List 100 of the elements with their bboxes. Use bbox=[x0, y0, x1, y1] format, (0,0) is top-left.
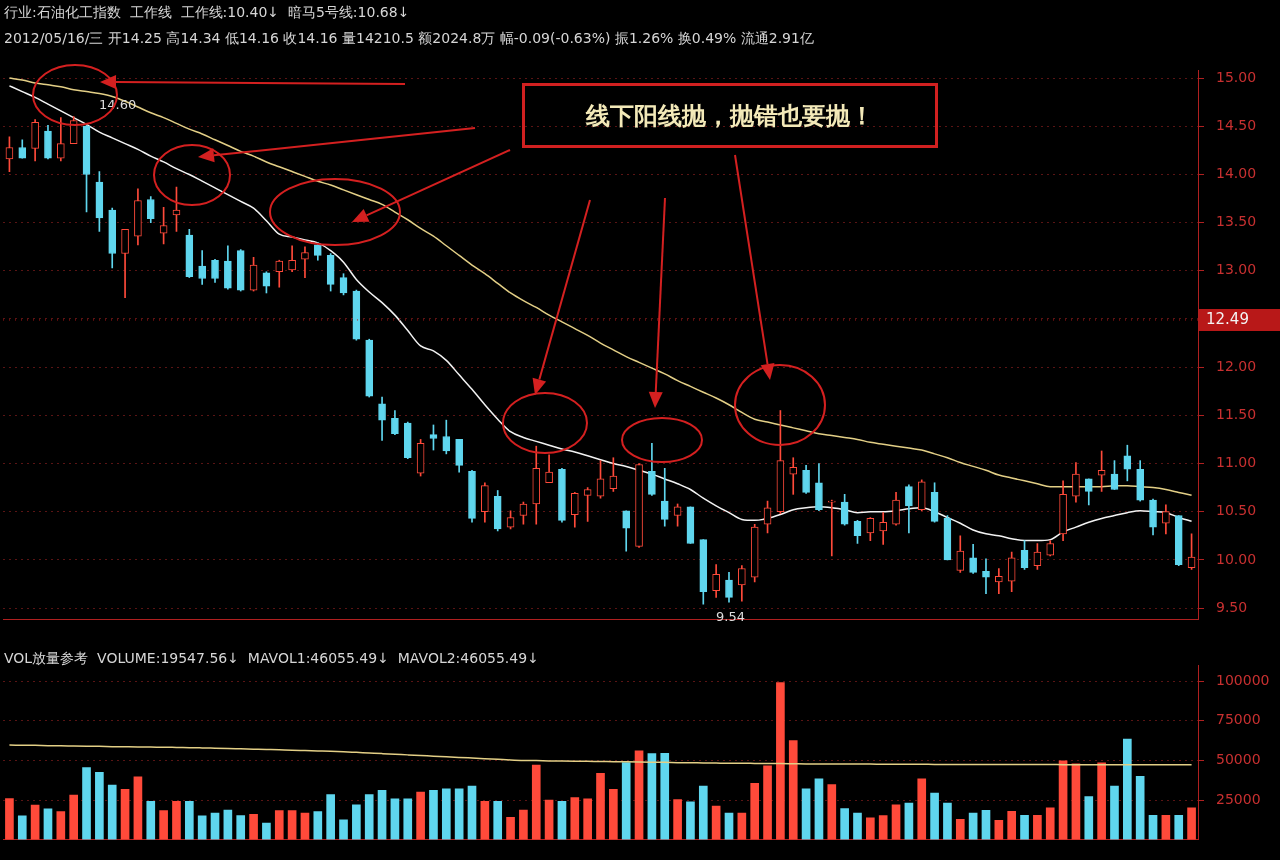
bar bbox=[313, 811, 323, 840]
candlestick bbox=[827, 499, 836, 557]
y-tick-label: 11.00 bbox=[1216, 454, 1257, 471]
y-tick-label: 9.50 bbox=[1216, 598, 1248, 615]
bar bbox=[249, 814, 258, 840]
line-series bbox=[8, 744, 1193, 766]
y-tick-label: 13.50 bbox=[1216, 213, 1257, 230]
bar bbox=[788, 740, 798, 840]
bar bbox=[596, 773, 605, 840]
bar bbox=[1123, 738, 1132, 840]
bar bbox=[184, 801, 194, 840]
bar bbox=[1161, 814, 1171, 840]
bar bbox=[634, 750, 644, 840]
bar bbox=[480, 801, 490, 840]
bar bbox=[711, 805, 721, 840]
bar bbox=[441, 788, 451, 840]
bar bbox=[107, 784, 117, 840]
bar bbox=[95, 772, 104, 840]
bar bbox=[223, 809, 233, 840]
y-tick-label: 13.00 bbox=[1216, 261, 1257, 278]
bar bbox=[390, 798, 400, 840]
y-tick-label: 15.00 bbox=[1216, 68, 1257, 85]
bar bbox=[943, 802, 952, 840]
bar bbox=[43, 808, 53, 840]
bar bbox=[403, 798, 413, 840]
bar bbox=[557, 801, 567, 840]
bar bbox=[493, 801, 503, 840]
bar bbox=[840, 808, 849, 840]
bar bbox=[609, 788, 618, 840]
bar bbox=[1058, 760, 1068, 840]
y-tick-label: 14.50 bbox=[1216, 116, 1257, 133]
bar bbox=[660, 753, 670, 840]
candlestick bbox=[995, 568, 1003, 594]
bar bbox=[1110, 785, 1119, 840]
bar bbox=[814, 778, 824, 840]
bar bbox=[1097, 762, 1106, 840]
bar bbox=[544, 799, 554, 840]
bar bbox=[30, 804, 40, 840]
bar bbox=[506, 816, 515, 840]
bar bbox=[120, 788, 130, 840]
y-tick-label: 75000 bbox=[1216, 711, 1261, 728]
bar bbox=[930, 792, 939, 840]
bar bbox=[467, 785, 477, 840]
bar bbox=[1187, 807, 1196, 840]
bar bbox=[698, 785, 708, 840]
y-tick-label: 10.00 bbox=[1216, 550, 1257, 567]
y-tick-label: 100000 bbox=[1216, 671, 1270, 688]
bar bbox=[866, 817, 875, 840]
bar bbox=[56, 811, 66, 840]
bar bbox=[82, 767, 91, 840]
y-tick-label: 12.00 bbox=[1216, 357, 1257, 374]
bar bbox=[763, 765, 772, 840]
bar bbox=[1148, 814, 1158, 840]
bar bbox=[1174, 814, 1184, 840]
bar bbox=[1045, 807, 1055, 840]
bar bbox=[262, 822, 271, 840]
bar bbox=[377, 790, 387, 840]
bar bbox=[570, 797, 580, 840]
bar bbox=[891, 804, 901, 840]
ref-line-label: 12.49 bbox=[1206, 309, 1249, 328]
bar bbox=[69, 794, 78, 840]
bar bbox=[827, 784, 837, 840]
bar bbox=[326, 794, 335, 840]
bar bbox=[429, 790, 438, 840]
bar bbox=[1020, 814, 1029, 840]
bar bbox=[159, 810, 168, 840]
y-tick-label: 50000 bbox=[1216, 751, 1261, 768]
y-tick-label: 11.50 bbox=[1216, 405, 1257, 422]
bar bbox=[994, 820, 1004, 840]
bar bbox=[686, 801, 695, 840]
text: 2012/05/16/三 开14.25 高14.34 低14.16 收14.16 量14210.5 额2024.8万 幅-0.09(-0.63%) 振1.26% 换0.49% 流通2.91亿 bbox=[4, 30, 814, 48]
bar bbox=[172, 801, 181, 840]
bar bbox=[236, 815, 246, 840]
bar bbox=[583, 798, 592, 840]
bar bbox=[364, 794, 374, 840]
y-tick-label: 25000 bbox=[1216, 790, 1261, 807]
bar bbox=[5, 798, 14, 840]
text: 行业:石油化工指数 工作线 工作线:10.40↓ 暗马5号线:10.68↓ bbox=[4, 4, 410, 22]
bar bbox=[274, 810, 284, 840]
y-tick-label: 10.50 bbox=[1216, 502, 1257, 519]
bar bbox=[339, 819, 348, 840]
bar bbox=[750, 783, 760, 840]
bar bbox=[146, 801, 156, 840]
bar bbox=[853, 812, 862, 840]
bar bbox=[801, 788, 811, 840]
bar bbox=[878, 815, 888, 840]
bar bbox=[1135, 775, 1145, 840]
bar bbox=[352, 804, 361, 840]
bar bbox=[17, 815, 27, 840]
annotation: VOL放量参考 VOLUME:19547.56↓ MAVOL1:46055.49↓ MAVOL2:46055.49↓ bbox=[4, 650, 539, 668]
annotation: 线下阳线抛，抛错也要抛！ bbox=[522, 83, 938, 148]
bar bbox=[1071, 763, 1081, 840]
bar bbox=[955, 819, 965, 840]
bar bbox=[981, 809, 991, 840]
candlestick bbox=[789, 457, 798, 495]
bar bbox=[519, 809, 528, 840]
bar bbox=[1084, 796, 1094, 840]
bar bbox=[454, 788, 464, 840]
bar bbox=[1033, 814, 1042, 840]
bar bbox=[917, 778, 927, 840]
